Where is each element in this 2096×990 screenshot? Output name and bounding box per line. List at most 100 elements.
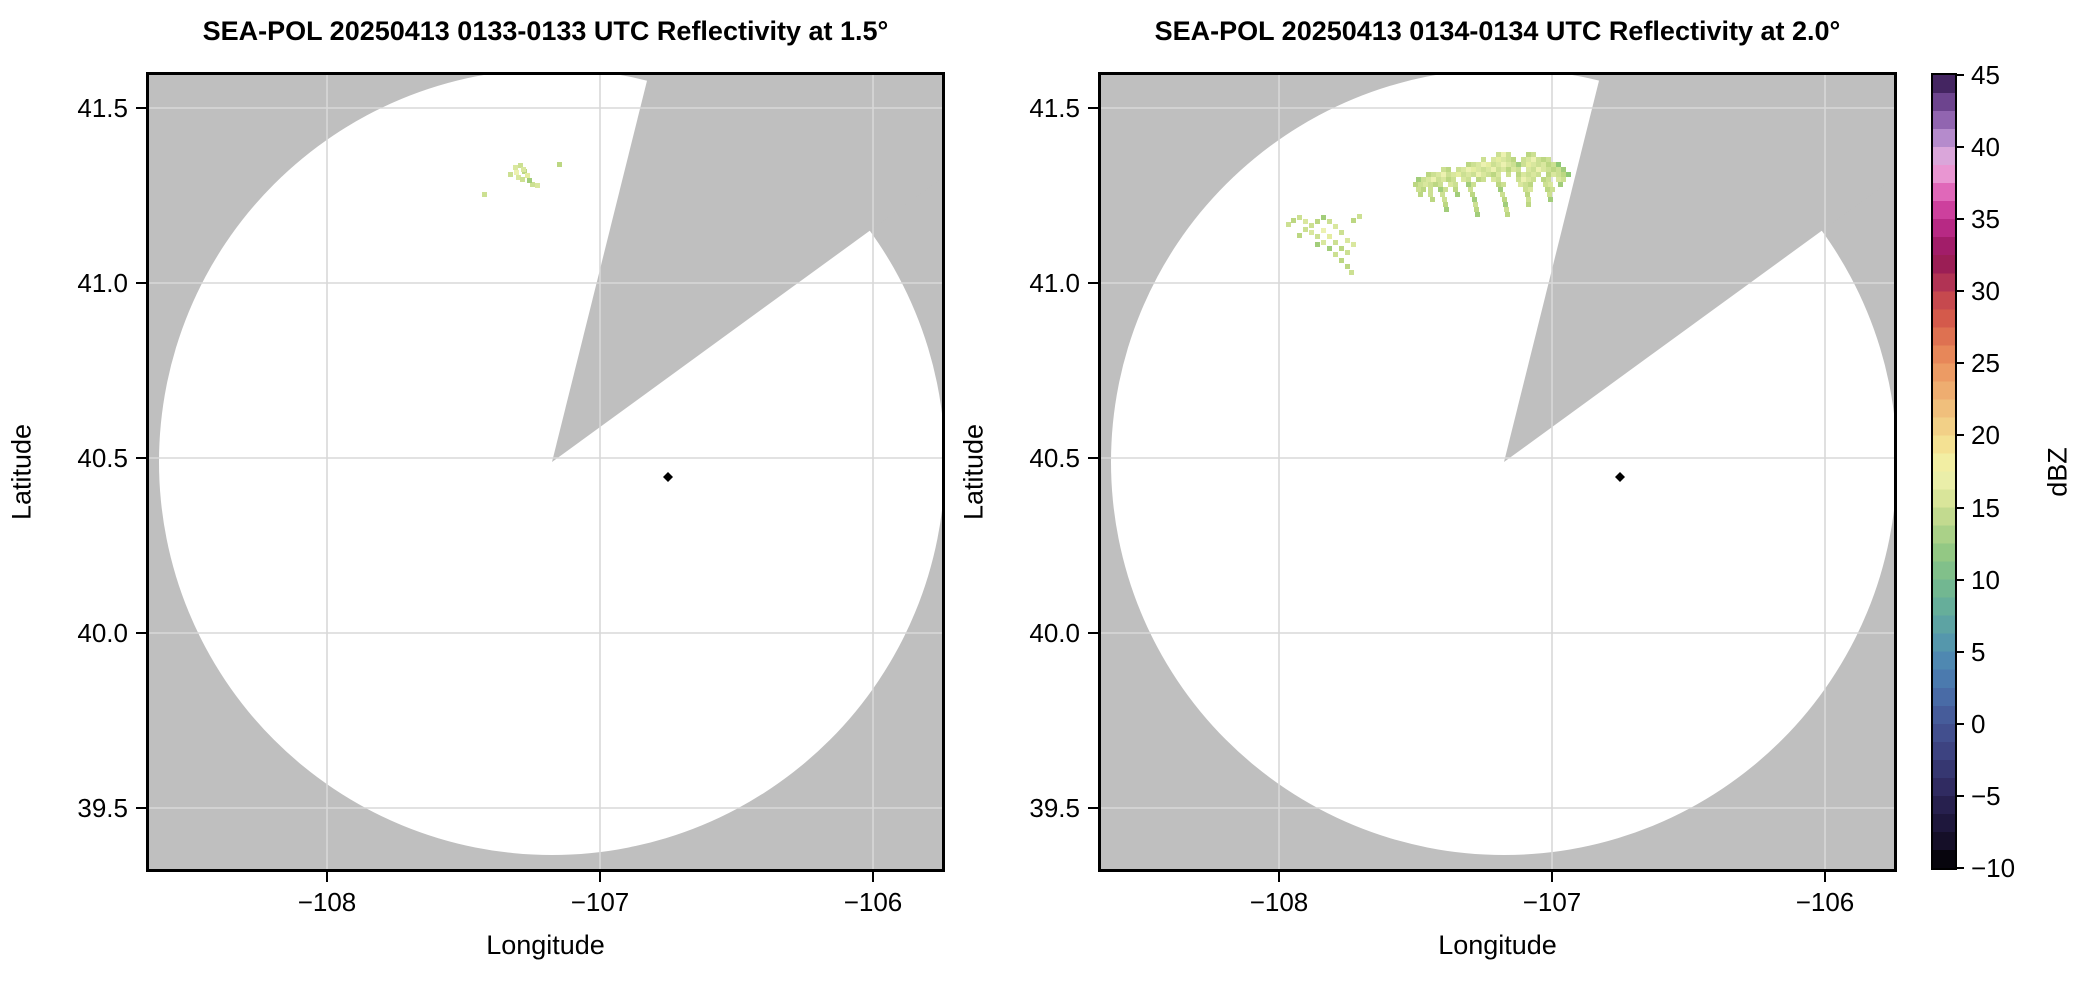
radar-echo-cell bbox=[1448, 182, 1453, 187]
radar-echo-cell bbox=[1501, 152, 1506, 157]
radar-echo-cell bbox=[1561, 167, 1566, 172]
colorbar-tick-label: 0 bbox=[1971, 708, 1986, 739]
radar-echo-cell bbox=[1531, 152, 1536, 157]
radar-echo-cell bbox=[1511, 157, 1516, 162]
colorbar-tick-label: 15 bbox=[1971, 492, 2000, 523]
radar-echo-cell bbox=[1546, 162, 1551, 167]
y-tick-label: 40.5 bbox=[1029, 443, 1080, 473]
radar-echo-cell bbox=[1451, 172, 1456, 177]
colorbar-tick-label: 40 bbox=[1971, 132, 2000, 163]
radar-echo-cell bbox=[1516, 177, 1521, 182]
radar-echo-cell bbox=[1303, 219, 1308, 224]
radar-echo-cell bbox=[520, 177, 525, 182]
radar-echo-cell bbox=[513, 165, 518, 170]
x-axis-label-left: Longitude bbox=[486, 930, 605, 960]
radar-echo-cell bbox=[1349, 270, 1354, 275]
radar-echo-cell bbox=[1511, 167, 1516, 172]
radar-echo-cell bbox=[1475, 212, 1480, 217]
x-tick-label: −107 bbox=[1522, 887, 1582, 917]
radar-echo-cell bbox=[1545, 187, 1550, 192]
radar-echo-cell bbox=[1436, 177, 1441, 182]
colorbar-tick-mark bbox=[1955, 867, 1964, 869]
y-tick-mark bbox=[136, 282, 146, 284]
colorbar bbox=[1931, 73, 1957, 870]
radar-echo-cell bbox=[1491, 177, 1496, 182]
radar-echo-cell bbox=[1516, 162, 1521, 167]
radar-echo-cell bbox=[1444, 207, 1449, 212]
colorbar-label: dBZ bbox=[2042, 446, 2073, 497]
y-tick-label: 39.5 bbox=[1029, 793, 1080, 823]
radar-echo-cell bbox=[1526, 197, 1531, 202]
colorbar-tick-mark bbox=[1955, 650, 1964, 653]
radar-echo-cell bbox=[1309, 230, 1314, 235]
radar-echo-cell bbox=[1496, 182, 1501, 187]
missing-sector-wedge bbox=[1504, 72, 1897, 462]
colorbar-tick-mark bbox=[1955, 794, 1964, 797]
radar-echo-cell bbox=[1481, 172, 1486, 177]
radar-echo-cell bbox=[1441, 167, 1446, 172]
radar-echo-cell bbox=[1481, 177, 1486, 182]
radar-echo-cell bbox=[1548, 197, 1553, 202]
y-axis-label-left: Latitude bbox=[6, 423, 37, 521]
radar-echo-cell bbox=[1321, 228, 1326, 233]
colorbar-tick-mark bbox=[1955, 434, 1964, 437]
radar-echo-cell bbox=[1441, 172, 1446, 177]
y-tick-mark bbox=[1088, 282, 1098, 284]
radar-echo-cell bbox=[1421, 177, 1426, 182]
x-tick-mark bbox=[1824, 872, 1826, 882]
colorbar-tick-label: 25 bbox=[1971, 348, 2000, 379]
radar-echo-cell bbox=[1453, 187, 1458, 192]
radar-echo-cell bbox=[1297, 215, 1302, 220]
radar-echo-cell bbox=[1561, 177, 1566, 182]
radar-plot-left bbox=[146, 72, 945, 872]
colorbar-tick-mark bbox=[1955, 506, 1964, 509]
radar-echo-cell bbox=[1546, 167, 1551, 172]
radar-echo-cell bbox=[1418, 192, 1423, 197]
radar-echo-cell bbox=[1551, 172, 1556, 177]
y-tick-label: 41.5 bbox=[77, 93, 128, 123]
radar-echo-cell bbox=[1438, 182, 1443, 187]
colorbar-tick-mark bbox=[1955, 362, 1964, 365]
radar-echo-cell bbox=[1526, 177, 1531, 182]
radar-echo-cell bbox=[1526, 162, 1531, 167]
radar-echo-cell bbox=[1456, 172, 1461, 177]
radar-echo-cell bbox=[1525, 192, 1530, 197]
radar-echo-cell bbox=[1443, 187, 1448, 192]
radar-echo-cell bbox=[1428, 192, 1433, 197]
radar-echo-cell bbox=[1496, 152, 1501, 157]
radar-echo-cell bbox=[1339, 258, 1344, 263]
x-tick-mark bbox=[326, 872, 328, 882]
radar-echo-cell bbox=[1423, 182, 1428, 187]
radar-echo-cell bbox=[1486, 172, 1491, 177]
radar-echo-cell bbox=[1418, 182, 1423, 187]
colorbar-tick-label: 20 bbox=[1971, 420, 2000, 451]
colorbar-tick-mark bbox=[1955, 722, 1964, 725]
radar-echo-cell bbox=[1345, 238, 1350, 243]
radar-echo-cell bbox=[1413, 182, 1418, 187]
radar-echo-cell bbox=[1491, 172, 1496, 177]
radar-echo-cell bbox=[1511, 162, 1516, 167]
radar-echo-cell bbox=[1291, 218, 1296, 223]
radar-echo-cell bbox=[1556, 172, 1561, 177]
radar-echo-cell bbox=[1476, 172, 1481, 177]
radar-echo-cell bbox=[1461, 167, 1466, 172]
radar-echo-cell bbox=[1345, 250, 1350, 255]
radar-echo-cell bbox=[1526, 152, 1531, 157]
radar-echo-cell bbox=[521, 167, 526, 172]
x-tick-label: −107 bbox=[570, 887, 630, 917]
radar-echo-cell bbox=[1303, 227, 1308, 232]
panel-left-title: SEA-POL 20250413 0133-0133 UTC Reflectiv… bbox=[202, 16, 889, 46]
radar-echo-cell bbox=[1436, 172, 1441, 177]
colorbar-tick-mark bbox=[1955, 74, 1964, 76]
radar-echo-cell bbox=[1468, 187, 1473, 192]
radar-echo-cell bbox=[1416, 177, 1421, 182]
radar-echo-cell bbox=[1491, 157, 1496, 162]
radar-echo-cell bbox=[1441, 177, 1446, 182]
radar-echo-cell bbox=[1309, 223, 1314, 228]
y-tick-mark bbox=[136, 632, 146, 634]
radar-echo-cell bbox=[1548, 182, 1553, 187]
radar-echo-cell bbox=[516, 175, 521, 180]
y-tick-label: 40.0 bbox=[77, 618, 128, 648]
radar-echo-cell bbox=[1321, 215, 1326, 220]
